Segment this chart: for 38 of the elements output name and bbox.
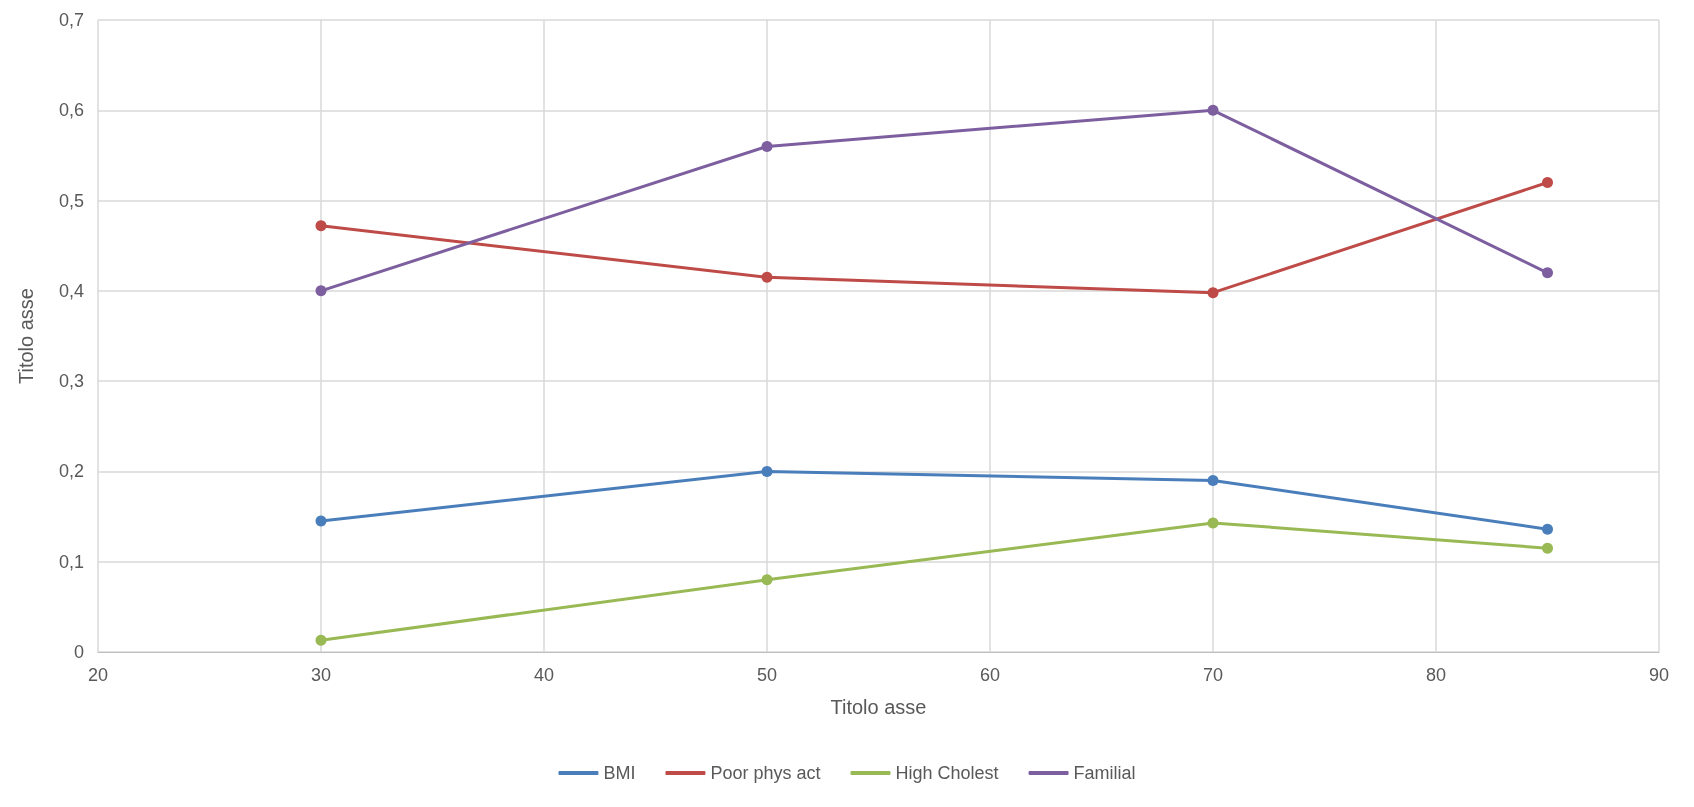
- point: [315, 515, 327, 527]
- point: [315, 285, 327, 297]
- point: [1542, 267, 1553, 279]
- y-tick-label: 0,3: [58, 371, 84, 392]
- y-tick-label: 0,5: [58, 190, 84, 211]
- point: [1542, 523, 1553, 535]
- point: [761, 140, 773, 152]
- x-tick-label: 70: [1202, 665, 1224, 685]
- point: [761, 465, 773, 477]
- point: [315, 634, 327, 646]
- y-tick-label: 0,1: [58, 551, 84, 572]
- x-tick-label: 20: [87, 665, 109, 685]
- y-tick-label: 0,2: [58, 461, 84, 482]
- y-tick-label: 0: [73, 642, 84, 662]
- y-axis-title: Titolo asse: [15, 288, 37, 384]
- x-tick-label: 40: [533, 665, 555, 685]
- point: [1207, 517, 1219, 529]
- point: [1542, 177, 1553, 189]
- point: [1207, 287, 1219, 299]
- point: [1207, 104, 1219, 116]
- x-tick-label: 80: [1425, 665, 1447, 685]
- legend-label: High Cholest: [895, 763, 999, 783]
- y-tick-label: 0,6: [58, 100, 84, 121]
- x-axis-title: Titolo asse: [830, 696, 927, 718]
- y-tick-label: 0,4: [58, 280, 84, 301]
- legend-label: BMI: [603, 763, 636, 783]
- legend-label: Familial: [1073, 763, 1136, 783]
- point: [1207, 474, 1219, 486]
- x-tick-label: 50: [756, 665, 778, 685]
- point: [761, 271, 773, 283]
- x-tick-label: 60: [979, 665, 1001, 685]
- x-tick-label: 30: [310, 665, 332, 685]
- point: [315, 220, 327, 232]
- point: [761, 574, 773, 586]
- x-tick-label: 90: [1648, 665, 1670, 685]
- point: [1542, 542, 1553, 554]
- y-tick-label: 0,7: [58, 10, 84, 30]
- legend-label: Poor phys act: [710, 763, 821, 783]
